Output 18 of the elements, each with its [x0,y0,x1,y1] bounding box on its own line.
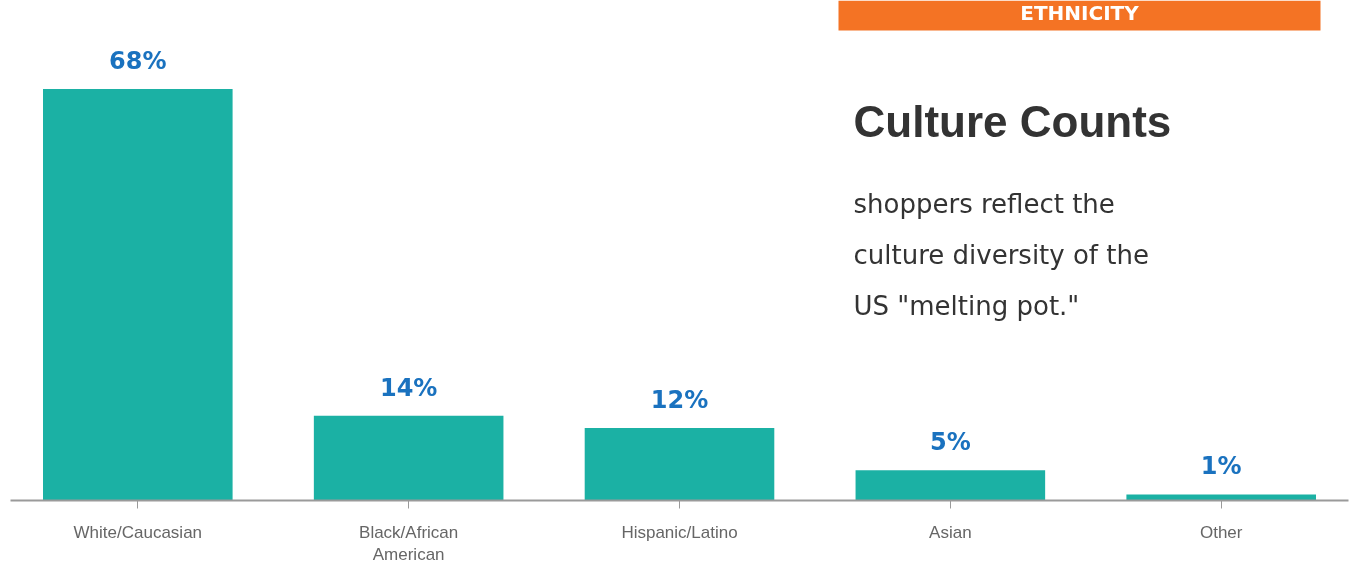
data-label: 12% [650,385,709,414]
text: ETHNICITY [1020,0,1140,25]
x-tick-label: White/Caucasian [73,522,203,542]
bar [584,427,775,501]
data-label: 68% [109,46,167,75]
text: shoppers reflect the culture diversity of the US "melting pot." [853,188,1149,321]
x-tick-label: Hispanic/Latino [621,522,738,542]
x-tick-label: Black/African American [359,522,459,565]
chart-title: Culture Counts [853,96,1172,146]
bar [43,88,233,501]
x-tick-label: Asian [929,522,972,542]
data-label: 1% [1200,452,1242,481]
bar [1126,494,1316,501]
bar [855,470,1046,501]
x-tick-label: Other [1199,522,1243,542]
data-label: 14% [379,373,438,402]
bar [313,415,504,501]
data-label: 5% [929,428,971,457]
